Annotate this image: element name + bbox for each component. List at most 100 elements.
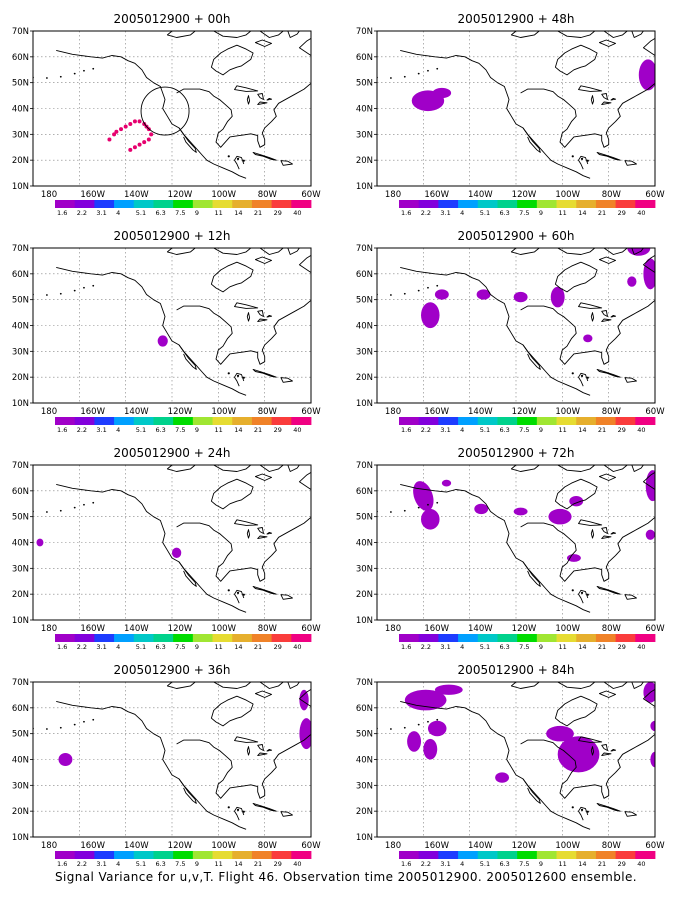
coastline-cuba	[596, 802, 621, 812]
colorbar-swatch	[595, 417, 617, 425]
aleutian-island	[417, 289, 420, 292]
colorbar-swatch	[114, 634, 135, 642]
observation-point	[146, 137, 151, 142]
colorbar-label: 6.3	[155, 209, 165, 217]
coastline-baja	[178, 561, 197, 587]
colorbar-swatch	[418, 200, 439, 208]
colorbar-label: 3.1	[96, 426, 106, 434]
aleutian-island	[59, 726, 62, 729]
observation-point	[137, 142, 142, 147]
hawaiian-island	[227, 155, 230, 158]
colorbar-swatch	[595, 634, 617, 642]
colorbar-swatch	[595, 200, 617, 208]
arctic-island	[603, 465, 628, 472]
colorbar-label: 11	[559, 426, 567, 434]
aleutian-island	[436, 284, 439, 287]
aleutian-island	[92, 501, 95, 504]
lat-tick-label: 60N	[356, 53, 373, 63]
lon-tick-label: 120W	[512, 190, 537, 200]
colorbar-label: 7.5	[519, 426, 529, 434]
coastline-hispaniola	[280, 377, 293, 383]
lat-tick-label: 30N	[356, 564, 373, 574]
lon-tick-label: 160W	[80, 841, 105, 851]
lon-tick-label: 100W	[555, 624, 580, 634]
great-lake	[266, 531, 273, 535]
observation-point	[128, 122, 133, 126]
great-lake	[257, 527, 264, 534]
colorbar-label: 21	[254, 860, 262, 868]
map-content	[377, 682, 692, 837]
observation-point	[149, 132, 154, 137]
colorbar-swatch	[153, 417, 174, 425]
colorbar-label: 4	[460, 860, 464, 868]
lon-tick-label: 60W	[645, 841, 665, 851]
coastline-greenland	[674, 682, 692, 704]
colorbar-label: 21	[598, 426, 606, 434]
arctic-island	[287, 248, 300, 255]
map-panel	[32, 464, 312, 621]
lon-tick-label: 60W	[301, 407, 321, 417]
hawaiian-island	[571, 806, 574, 809]
colorbar-swatch	[458, 634, 479, 642]
colorbar-label: 6.3	[499, 426, 509, 434]
hawaiian-island	[586, 159, 589, 162]
variance-blob	[643, 258, 655, 290]
colorbar-label: 3.1	[96, 860, 106, 868]
lon-tick-label: 80W	[258, 841, 278, 851]
coastline-greenland	[674, 31, 692, 53]
colorbar-label: 6.3	[499, 643, 509, 651]
colorbar-swatch	[497, 634, 518, 642]
colorbar-swatch	[74, 634, 95, 642]
lon-tick-label: 160W	[424, 624, 449, 634]
colorbar-swatch	[133, 417, 154, 425]
hawaiian-island	[227, 589, 230, 592]
colorbar-swatch	[418, 851, 439, 859]
arctic-island	[254, 39, 273, 47]
colorbar-label: 6.3	[155, 426, 165, 434]
arctic-island	[287, 682, 300, 689]
hawaiian-island	[236, 157, 240, 160]
great-lake	[601, 535, 612, 540]
hawaiian-island	[242, 376, 245, 379]
aleutian-island	[83, 720, 85, 723]
colorbar-swatch	[55, 634, 76, 642]
lon-tick-label: 80W	[602, 190, 622, 200]
colorbar-label: 11	[215, 209, 223, 217]
arctic-island	[259, 465, 284, 472]
variance-blob	[58, 753, 73, 766]
colorbar-label: 5.1	[136, 860, 146, 868]
colorbar-label: 14	[234, 643, 242, 651]
lat-tick-label: 70N	[356, 27, 373, 37]
colorbar-swatch	[271, 634, 292, 642]
lon-tick-label: 100W	[555, 841, 580, 851]
colorbar-swatch	[94, 200, 115, 208]
colorbar-label: 7.5	[519, 860, 529, 868]
colorbar-label: 6.3	[499, 860, 509, 868]
coastline-baja	[522, 344, 541, 370]
arctic-island	[598, 39, 617, 47]
lat-tick-label: 20N	[356, 590, 373, 600]
lat-tick-label: 20N	[12, 590, 29, 600]
colorbar-swatch	[114, 851, 135, 859]
lon-tick-label: 80W	[258, 190, 278, 200]
colorbar-swatch	[232, 417, 253, 425]
lat-tick-label: 10N	[356, 833, 373, 843]
colorbar-label: 9	[539, 209, 543, 217]
lon-tick-label: 80W	[258, 624, 278, 634]
lon-tick-label: 140W	[468, 624, 493, 634]
lat-tick-label: 50N	[12, 296, 29, 306]
colorbar-swatch	[94, 851, 115, 859]
coastline-east	[176, 37, 311, 148]
great-lake	[590, 529, 595, 539]
colorbar-swatch	[212, 417, 233, 425]
observation-point	[123, 124, 128, 129]
colorbar-swatch	[517, 417, 538, 425]
colorbar-label: 6.3	[499, 209, 509, 217]
colorbar-label: 1.6	[401, 643, 411, 651]
lon-tick-label: 120W	[168, 841, 193, 851]
colorbar-swatch	[291, 200, 312, 208]
variance-blob	[495, 772, 510, 783]
colorbar-swatch	[497, 200, 518, 208]
colorbar-label: 21	[254, 209, 262, 217]
aleutian-island	[390, 728, 392, 730]
